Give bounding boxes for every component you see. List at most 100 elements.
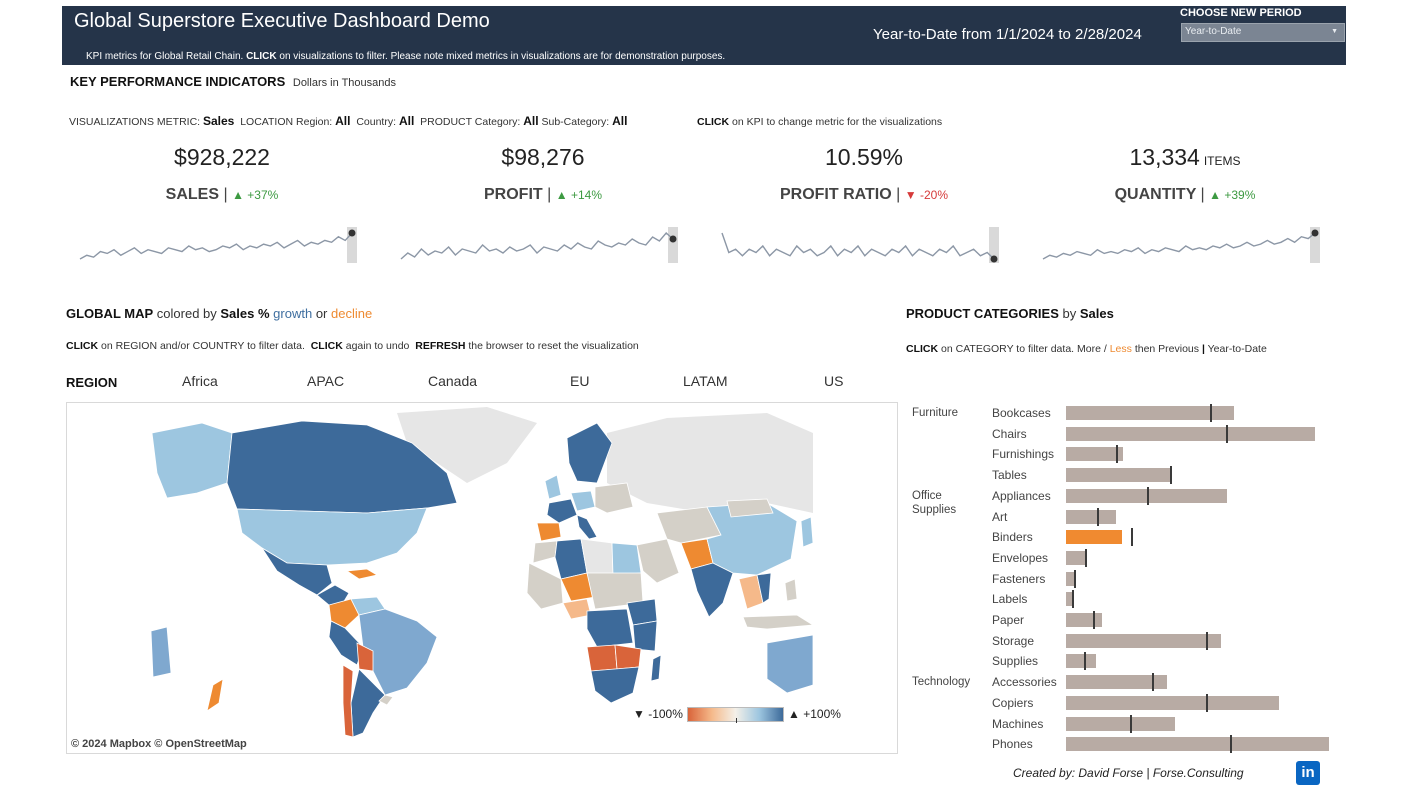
country-morocco[interactable] — [532, 540, 558, 564]
sparkline-quantity[interactable] — [1035, 225, 1335, 265]
subcategory-label[interactable]: Labels — [992, 592, 1028, 607]
subcategory-bar[interactable] — [1066, 509, 1116, 524]
country-japan[interactable] — [800, 516, 814, 548]
kpi-sales[interactable]: $928,222 SALES | ▲ +37% — [62, 144, 382, 204]
subcategory-label[interactable]: Supplies — [992, 654, 1039, 669]
country-madagascar[interactable] — [650, 654, 662, 682]
subcategory-label[interactable]: Copiers — [992, 695, 1034, 710]
subcategory-label[interactable]: Art — [992, 509, 1008, 524]
country-uk[interactable] — [544, 474, 562, 500]
country-indonesia[interactable] — [742, 614, 815, 630]
country-scandinavia[interactable] — [566, 422, 613, 484]
subcategory-bar[interactable] — [1066, 488, 1227, 503]
subcategory-label[interactable]: Paper — [992, 613, 1025, 627]
sparkline-last-point[interactable] — [669, 235, 677, 243]
subcategory-bar[interactable] — [1066, 592, 1074, 607]
country-india[interactable] — [690, 562, 734, 618]
author-credit[interactable]: Created by: David Forse | Forse.Consulti… — [1013, 766, 1244, 780]
category-group-label[interactable]: Furniture — [912, 407, 959, 419]
subcategory-label[interactable]: Appliances — [992, 488, 1051, 503]
world-map[interactable] — [67, 403, 898, 754]
subcategory-label[interactable]: Tables — [992, 468, 1027, 483]
subcategory-bar[interactable] — [1066, 406, 1234, 420]
subcategory-bar[interactable] — [1066, 737, 1329, 752]
global-map[interactable]: ▼ -100% ▲ +100% © 2024 Mapbox © OpenStre… — [66, 402, 898, 754]
region-apac[interactable]: APAC — [307, 373, 345, 389]
country-new-zealand[interactable] — [206, 678, 224, 712]
subcategory-bar[interactable] — [1066, 613, 1102, 627]
subcategory-bar[interactable] — [1066, 468, 1172, 483]
subcategory-bar[interactable] — [1066, 716, 1175, 731]
country-uruguay[interactable] — [378, 694, 394, 706]
country-mongolia[interactable] — [726, 498, 774, 518]
country-zambia[interactable] — [614, 644, 642, 670]
country-italy[interactable] — [576, 514, 598, 540]
subcategory-bar[interactable] — [1066, 530, 1122, 545]
sparkline-profit-ratio[interactable] — [714, 225, 1014, 265]
category-group-label[interactable]: Technology — [912, 676, 971, 689]
country-australia[interactable] — [766, 634, 814, 694]
country-egypt[interactable] — [611, 542, 642, 576]
subcategory-bar[interactable] — [1066, 426, 1315, 441]
category-group-label[interactable]: Office Supplies — [912, 489, 957, 516]
country-peru[interactable] — [328, 620, 364, 666]
country-mexico[interactable] — [261, 547, 333, 596]
subcategory-label[interactable]: Storage — [992, 633, 1035, 648]
country-pacific-east[interactable] — [150, 626, 172, 678]
kpi-quantity[interactable]: 13,334 ITEMS QUANTITY | ▲ +39% — [1025, 144, 1345, 204]
sparkline-last-point[interactable] — [348, 229, 356, 237]
country-chile[interactable] — [342, 664, 354, 738]
kpi-profit-ratio[interactable]: 10.59% PROFIT RATIO | ▼ -20% — [704, 144, 1024, 204]
subcategory-label[interactable]: Machines — [992, 716, 1044, 731]
country-bolivia[interactable] — [356, 642, 374, 672]
subcategory-label[interactable]: Phones — [992, 737, 1033, 752]
country-usa[interactable] — [236, 507, 428, 566]
region-africa[interactable]: Africa — [182, 373, 218, 389]
country-cuba[interactable] — [345, 568, 379, 580]
sparkline-sales[interactable] — [72, 225, 372, 265]
subcategory-label[interactable]: Fasteners — [992, 571, 1046, 586]
subcategory-label[interactable]: Binders — [992, 530, 1033, 545]
country-canada[interactable] — [226, 420, 458, 514]
subcategory-label[interactable]: Furnishings — [992, 447, 1055, 462]
region-eu[interactable]: EU — [570, 373, 590, 389]
country-east-africa[interactable] — [632, 620, 658, 652]
country-central-asia[interactable] — [656, 506, 722, 544]
subcategory-bar[interactable] — [1066, 571, 1076, 586]
country-angola[interactable] — [586, 644, 618, 672]
subcategory-bar[interactable] — [1066, 633, 1221, 648]
subcategory-label[interactable]: Envelopes — [992, 550, 1049, 565]
country-france[interactable] — [546, 498, 578, 524]
subcategory-bar[interactable] — [1066, 675, 1167, 690]
sparkline-last-point[interactable] — [990, 255, 998, 263]
map-attribution[interactable]: © 2024 Mapbox © OpenStreetMap — [71, 738, 247, 750]
region-canada[interactable]: Canada — [428, 373, 478, 389]
kpi-profit[interactable]: $98,276 PROFIT | ▲ +14% — [383, 144, 703, 204]
country-spain[interactable] — [536, 522, 562, 542]
country-southern-africa[interactable] — [590, 666, 640, 704]
country-colombia[interactable] — [328, 598, 360, 629]
linkedin-icon[interactable]: in — [1296, 761, 1320, 785]
region-latam[interactable]: LATAM — [683, 373, 728, 389]
subcategory-bar[interactable] — [1066, 695, 1279, 710]
country-west-africa[interactable] — [526, 562, 564, 610]
country-congo[interactable] — [586, 608, 634, 648]
sparkline-profit[interactable] — [393, 225, 693, 265]
subcategory-bar[interactable] — [1066, 550, 1087, 565]
sparkline-last-point[interactable] — [1311, 229, 1319, 237]
country-philippines[interactable] — [784, 578, 798, 602]
country-vietnam[interactable] — [756, 572, 772, 604]
country-middle-east[interactable] — [636, 538, 680, 584]
period-select[interactable]: Year-to-Date ▼ — [1181, 23, 1345, 42]
country-central-america[interactable] — [316, 584, 350, 606]
country-china[interactable] — [706, 502, 798, 576]
subcategory-bar[interactable] — [1066, 447, 1123, 462]
subcategory-label[interactable]: Accessories — [992, 675, 1057, 690]
subcategory-label[interactable]: Bookcases — [992, 406, 1051, 420]
region-us[interactable]: US — [824, 373, 844, 389]
country-ethiopia[interactable] — [626, 598, 658, 626]
country-alaska[interactable] — [151, 422, 233, 499]
subcategory-label[interactable]: Chairs — [992, 426, 1027, 441]
country-eastern-europe[interactable] — [594, 482, 634, 514]
subcategory-bar[interactable] — [1066, 654, 1096, 669]
